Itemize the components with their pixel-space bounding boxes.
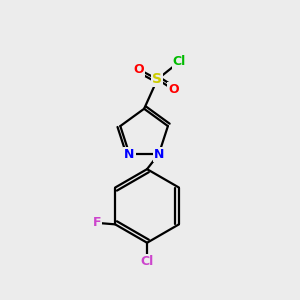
Text: O: O: [168, 83, 179, 96]
Text: Cl: Cl: [173, 55, 186, 68]
Text: S: S: [152, 72, 162, 86]
Text: F: F: [93, 216, 101, 230]
Text: O: O: [133, 62, 143, 76]
Text: Cl: Cl: [140, 254, 154, 268]
Text: N: N: [124, 148, 135, 160]
Text: N: N: [154, 148, 164, 160]
